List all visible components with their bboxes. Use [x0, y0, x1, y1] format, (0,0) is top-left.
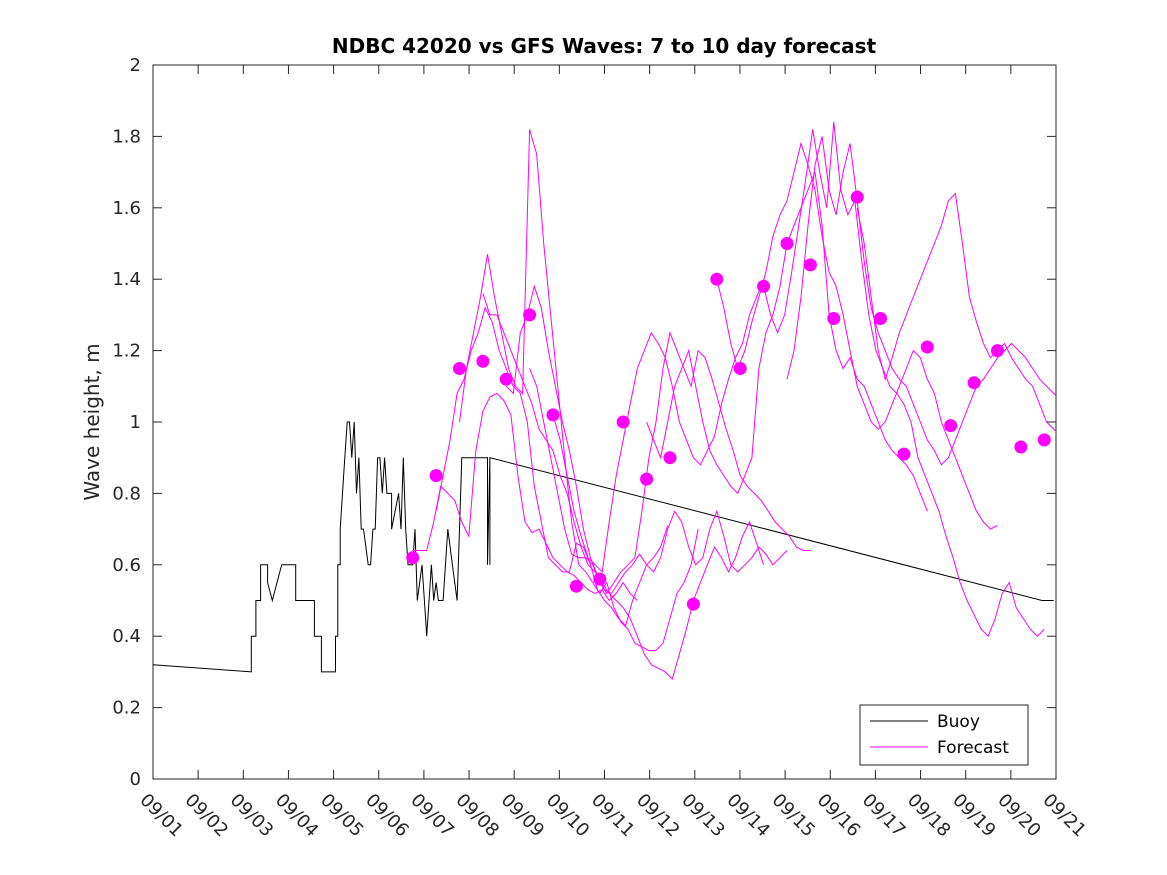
forecast-line-4 [482, 293, 765, 680]
x-tick-label: 09/05 [316, 790, 368, 842]
forecast-marker [1014, 440, 1028, 454]
x-tick-label: 09/17 [858, 790, 910, 842]
forecast-marker [944, 419, 958, 433]
y-tick-label: 1.8 [112, 126, 141, 147]
legend: Buoy Forecast [859, 704, 1029, 766]
x-tick-label: 09/07 [406, 790, 458, 842]
forecast-marker [897, 447, 911, 461]
forecast-marker [850, 190, 864, 204]
x-tick-label: 09/18 [903, 790, 955, 842]
x-tick-label: 09/19 [948, 790, 1000, 842]
x-tick-label: 09/02 [181, 790, 233, 842]
forecast-marker [827, 312, 841, 325]
forecast-marker [640, 472, 654, 486]
forecast-marker [476, 354, 490, 368]
forecast-marker [523, 308, 537, 322]
forecast-marker [803, 258, 817, 272]
forecast-marker [569, 579, 583, 593]
forecast-line-1 [412, 392, 638, 602]
forecast-line-2 [435, 306, 669, 627]
plot-area [152, 64, 1057, 780]
x-tick-label: 09/03 [226, 790, 278, 842]
x-tick-label: 09/16 [813, 790, 865, 842]
y-tick-label: 1.4 [112, 269, 141, 290]
marker-layer [406, 190, 1051, 611]
forecast-marker [733, 362, 747, 375]
y-tick-label: 1.2 [112, 341, 141, 362]
legend-box [859, 704, 1029, 766]
y-tick-label: 0 [130, 769, 141, 790]
forecast-marker [920, 340, 934, 354]
forecast-marker [874, 312, 887, 325]
x-tick-label: 09/06 [361, 790, 413, 842]
x-tick-label: 09/14 [722, 790, 774, 842]
y-axis-label: Wave height, m [80, 343, 104, 500]
forecast-line-6 [529, 331, 811, 595]
x-tick-label: 09/13 [677, 790, 729, 842]
y-tick-label: 0.2 [112, 698, 141, 719]
forecast-marker [406, 551, 420, 565]
x-tick-label: 09/15 [768, 790, 820, 842]
y-tick-label: 1.6 [112, 198, 141, 219]
forecast-marker [710, 272, 724, 286]
x-tick-label: 09/11 [587, 790, 639, 842]
x-tick-label: 09/09 [497, 790, 549, 842]
y-tick-label: 0.6 [112, 555, 141, 576]
legend-label-buoy: Buoy [937, 712, 980, 732]
x-tick-label: 09/21 [1038, 790, 1090, 842]
forecast-marker [616, 415, 630, 429]
forecast-line-11 [786, 136, 1056, 466]
forecast-marker [593, 572, 607, 586]
x-tick-label: 09/08 [452, 790, 504, 842]
forecast-marker [967, 376, 981, 390]
forecast-line-7 [552, 279, 765, 573]
buoy-line [153, 421, 1054, 673]
forecast-marker [686, 597, 700, 611]
forecast-marker [429, 469, 443, 483]
forecast-marker [453, 362, 466, 375]
y-tick-label: 0.4 [112, 626, 141, 647]
forecast-marker [1037, 433, 1051, 447]
forecast-marker [991, 344, 1004, 358]
forecast-line-5 [505, 284, 788, 595]
x-tick-label: 09/12 [632, 790, 684, 842]
x-tick-label: 09/20 [993, 790, 1045, 842]
forecast-line-10 [763, 122, 1045, 638]
forecast-marker [499, 372, 513, 386]
forecast-marker [663, 451, 677, 465]
y-tick-label: 0.8 [112, 483, 141, 504]
y-tick-label: 2 [130, 55, 141, 76]
legend-label-forecast: Forecast [937, 738, 1009, 758]
x-tick-label: 09/01 [135, 790, 187, 842]
forecast-marker [780, 237, 794, 250]
x-tick-label: 09/04 [271, 790, 323, 842]
forecast-marker [757, 279, 771, 293]
forecast-marker [546, 408, 560, 422]
chart-title: NDBC 42020 vs GFS Waves: 7 to 10 day for… [332, 34, 877, 58]
x-tick-label: 09/10 [542, 790, 594, 842]
y-tick-label: 1 [130, 412, 141, 433]
